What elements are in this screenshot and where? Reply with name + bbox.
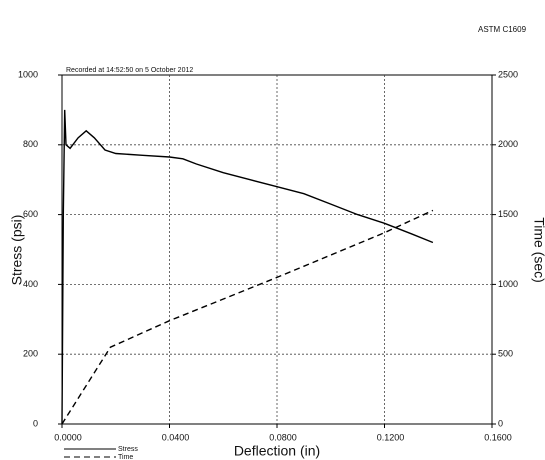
x-tick-label: 0.0800 [269,432,297,442]
y-tick-label: 0 [33,418,38,428]
series-line [61,209,434,425]
y2-axis-title: Time (sec) [531,217,545,283]
y2-tick-label: 1000 [498,279,518,289]
x-tick-label: 0.1600 [484,432,512,442]
chart-subtitle: Recorded at 14:52:50 on 5 October 2012 [66,67,193,74]
y2-tick-label: 500 [498,349,513,359]
x-tick-label: 0.0400 [162,432,190,442]
legend-label: Time [118,454,133,460]
y-tick-label: 400 [23,279,38,289]
y2-tick-label: 2000 [498,139,518,149]
y2-tick-label: 1500 [498,209,518,219]
y-tick-label: 600 [23,209,38,219]
y2-tick-label: 2500 [498,69,518,79]
y-axis-title: Stress (psi) [9,215,25,286]
x-axis-title: Deflection (in) [234,443,320,459]
y-tick-label: 800 [23,139,38,149]
chart-title: ASTM C1609 [478,25,527,34]
x-tick-label: 0.0000 [54,432,82,442]
series-line [61,109,434,425]
y2-tick-label: 0 [498,418,503,428]
legend-label: Stress [118,446,138,453]
y-tick-label: 1000 [18,69,38,79]
y-tick-label: 200 [23,349,38,359]
x-tick-label: 0.1200 [377,432,405,442]
